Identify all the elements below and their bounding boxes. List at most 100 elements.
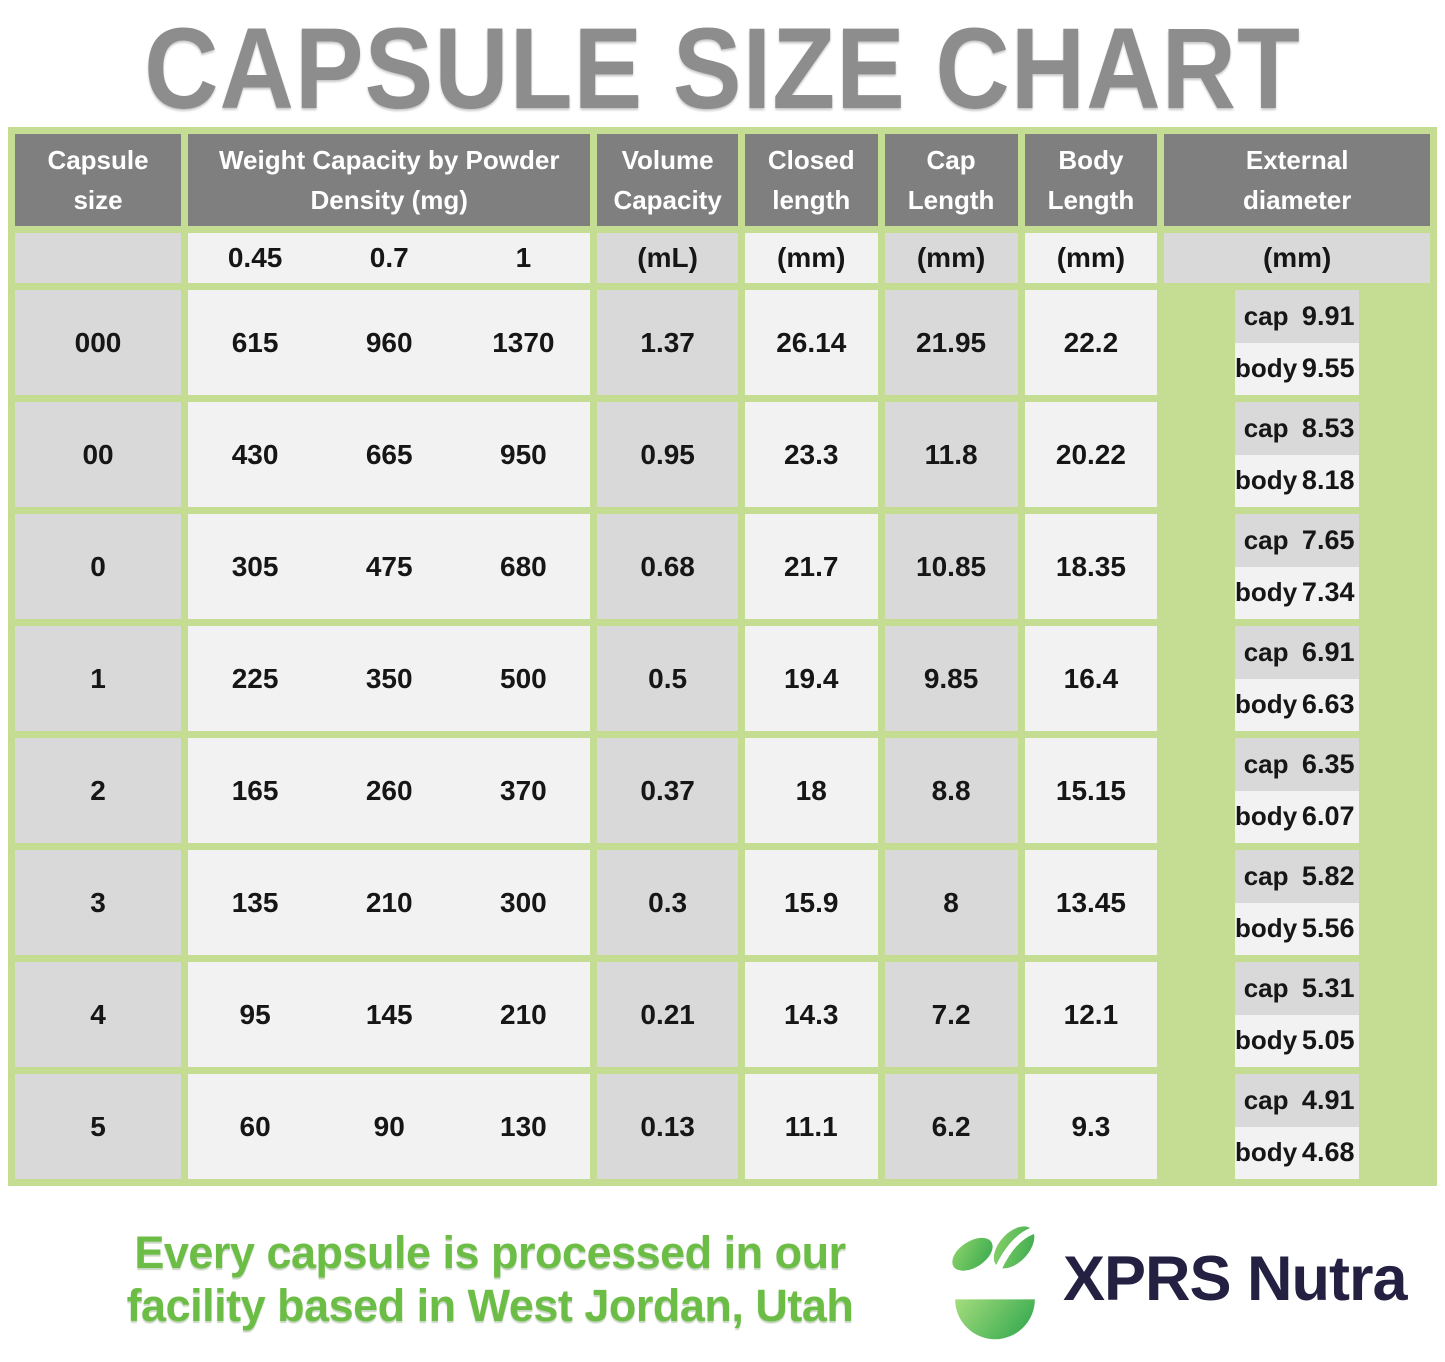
volume-cell: 0.13 (597, 1074, 738, 1180)
weight-cell: 135 210 300 (188, 850, 591, 956)
external-diameter-cell: cap 6.35 body 6.07 (1164, 738, 1430, 844)
weight-value: 305 (231, 550, 279, 582)
ext-cap-value: 6.35 (1301, 748, 1355, 779)
body-length-cell: 15.15 (1024, 738, 1158, 844)
weight-cell: 225 350 500 (188, 626, 591, 732)
ext-body-label: body (1235, 577, 1298, 608)
brand-logo: XPRS Nutra (943, 1216, 1408, 1342)
footer-tagline-line2: facility based in West Jordan, Utah (126, 1280, 854, 1332)
weight-value: 665 (365, 438, 413, 470)
volume-cell: 0.37 (597, 738, 738, 844)
body-length-cell: 9.3 (1024, 1074, 1158, 1180)
closed-length-cell: 23.3 (744, 402, 878, 508)
footer-tagline-line1: Every capsule is processed in our (134, 1227, 846, 1279)
ext-cap-label: cap (1243, 748, 1289, 779)
col-header-closed-length: Closed length (744, 134, 878, 227)
col-header-body-length: Body Length (1024, 134, 1158, 227)
col-header-external-diameter: External diameter (1164, 134, 1430, 227)
cap-length-cell: 7.2 (884, 962, 1018, 1068)
external-body-row: body 4.68 (1235, 1126, 1360, 1180)
external-cap-row: cap 5.31 (1235, 962, 1360, 1015)
weight-cell: 60 90 130 (188, 1074, 591, 1180)
cap-length-cell: 8 (884, 850, 1018, 956)
closed-length-cell: 21.7 (744, 514, 878, 620)
mortar-leaves-icon (952, 1226, 1036, 1340)
weight-value: 500 (500, 662, 547, 694)
ext-body-value: 5.56 (1301, 913, 1355, 944)
volume-cell: 0.5 (597, 626, 738, 732)
capsule-size-cell: 00 (15, 402, 182, 508)
weight-value: 165 (231, 774, 279, 806)
weight-value: 350 (365, 662, 413, 694)
ext-cap-label: cap (1243, 412, 1289, 443)
weight-cell: 305 475 680 (188, 514, 591, 620)
external-diameter-cell: cap 9.91 body 9.55 (1164, 290, 1430, 396)
ext-body-value: 7.34 (1301, 577, 1355, 608)
ext-body-value: 6.07 (1301, 801, 1355, 832)
cap-length-cell: 11.8 (884, 402, 1018, 508)
external-diameter-cell: cap 6.91 body 6.63 (1164, 626, 1430, 732)
ext-body-value: 8.18 (1301, 465, 1355, 496)
external-body-row: body 8.18 (1235, 454, 1360, 508)
ext-body-label: body (1235, 1137, 1298, 1168)
ext-cap-label: cap (1243, 972, 1289, 1003)
weight-value: 225 (231, 662, 279, 694)
body-length-cell: 18.35 (1024, 514, 1158, 620)
col-header-capsule-size: Capsule size (15, 134, 182, 227)
body-length-cell: 20.22 (1024, 402, 1158, 508)
closed-length-cell: 26.14 (744, 290, 878, 396)
weight-value: 260 (365, 774, 413, 806)
units-body-length: (mm) (1024, 233, 1158, 284)
ext-cap-label: cap (1243, 1084, 1289, 1115)
weight-cell: 95 145 210 (188, 962, 591, 1068)
weight-cell: 615 960 1370 (188, 290, 591, 396)
cap-length-cell: 21.95 (884, 290, 1018, 396)
cap-length-cell: 10.85 (884, 514, 1018, 620)
weight-value: 95 (239, 998, 271, 1030)
units-density-values: 0.45 0.7 1 (188, 233, 591, 284)
external-cap-row: cap 7.65 (1235, 514, 1360, 567)
weight-value: 60 (239, 1110, 271, 1142)
weight-value: 370 (500, 774, 547, 806)
weight-value: 950 (500, 438, 547, 470)
body-length-cell: 16.4 (1024, 626, 1158, 732)
weight-value: 960 (365, 326, 413, 358)
page-title-text: CAPSULE SIZE CHART (144, 3, 1301, 133)
density-value: 0.45 (227, 242, 283, 274)
weight-value: 300 (500, 886, 547, 918)
col-header-cap-length: Cap Length (884, 134, 1018, 227)
external-cap-row: cap 8.53 (1235, 402, 1360, 455)
cap-length-cell: 8.8 (884, 738, 1018, 844)
weight-value: 680 (500, 550, 547, 582)
closed-length-cell: 11.1 (744, 1074, 878, 1180)
brand-name: XPRS Nutra (1063, 1244, 1408, 1315)
volume-cell: 0.3 (597, 850, 738, 956)
external-diameter-cell: cap 5.31 body 5.05 (1164, 962, 1430, 1068)
weight-value: 90 (373, 1110, 405, 1142)
ext-body-value: 5.05 (1301, 1025, 1355, 1056)
units-closed-length: (mm) (744, 233, 878, 284)
ext-body-value: 4.68 (1301, 1137, 1355, 1168)
ext-cap-value: 8.53 (1301, 412, 1355, 443)
weight-value: 135 (231, 886, 279, 918)
closed-length-cell: 15.9 (744, 850, 878, 956)
external-cap-row: cap 9.91 (1235, 290, 1360, 343)
weight-cell: 430 665 950 (188, 402, 591, 508)
capsule-size-cell: 5 (15, 1074, 182, 1180)
external-cap-row: cap 6.91 (1235, 626, 1360, 679)
volume-cell: 1.37 (597, 290, 738, 396)
volume-cell: 0.21 (597, 962, 738, 1068)
capsule-size-cell: 000 (15, 290, 182, 396)
ext-cap-label: cap (1243, 524, 1289, 555)
capsule-size-cell: 0 (15, 514, 182, 620)
external-cap-row: cap 5.82 (1235, 850, 1360, 903)
ext-body-label: body (1235, 1025, 1298, 1056)
footer-tagline: Every capsule is processed in our facili… (55, 1226, 925, 1332)
volume-cell: 0.68 (597, 514, 738, 620)
volume-cell: 0.95 (597, 402, 738, 508)
ext-cap-value: 9.91 (1301, 300, 1355, 331)
capsule-size-cell: 4 (15, 962, 182, 1068)
weight-value: 1370 (492, 326, 555, 358)
weight-value: 145 (365, 998, 413, 1030)
